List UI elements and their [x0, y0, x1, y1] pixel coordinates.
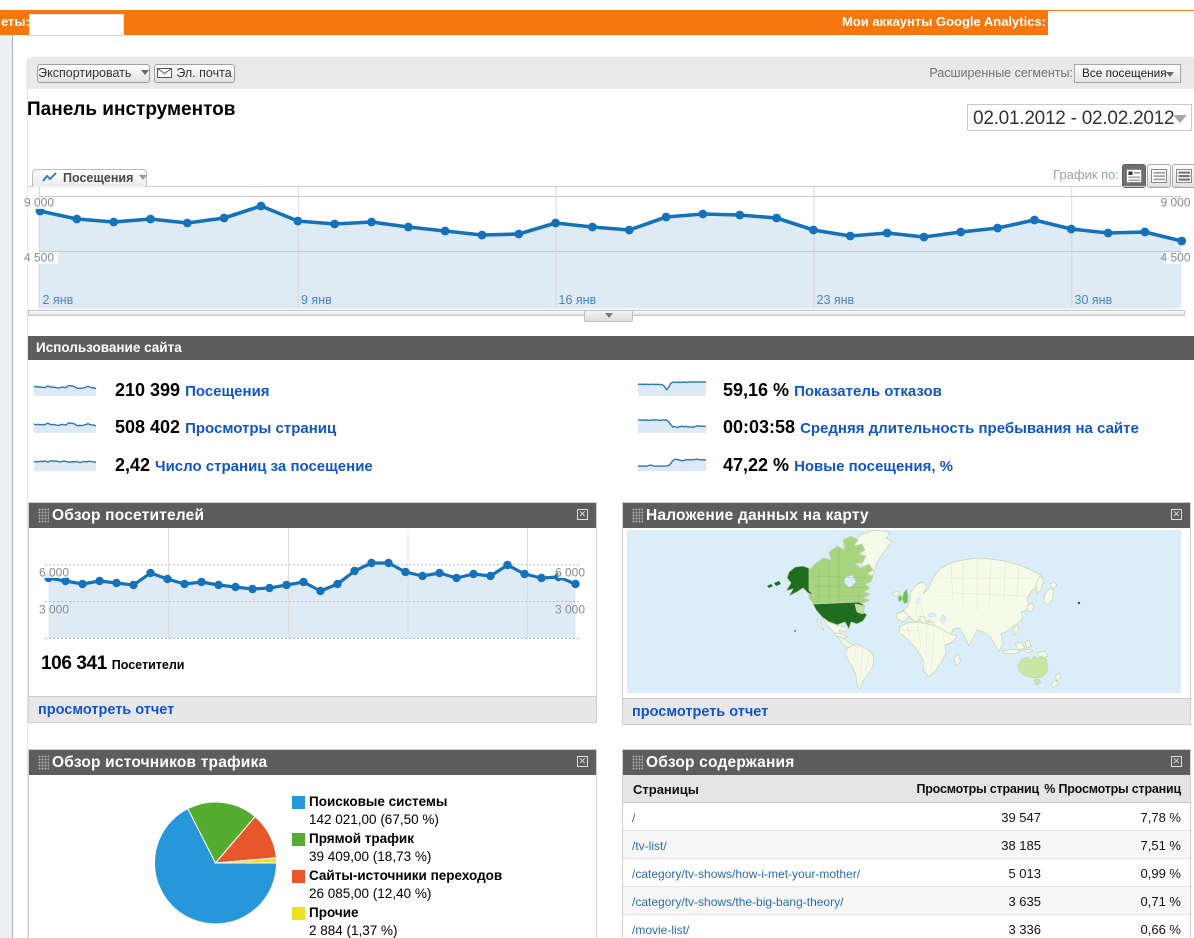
svg-text:9 янв: 9 янв: [301, 293, 332, 307]
svg-text:23 янв: 23 янв: [817, 293, 855, 307]
svg-text:4 500: 4 500: [1160, 251, 1190, 265]
svg-text:9 000: 9 000: [1160, 196, 1190, 210]
svg-text:6 000: 6 000: [39, 566, 69, 580]
svg-text:30 янв: 30 янв: [1075, 293, 1113, 307]
svg-text:9 000: 9 000: [24, 196, 54, 210]
svg-text:16 янв: 16 янв: [559, 293, 597, 307]
svg-text:2 янв: 2 янв: [43, 293, 74, 307]
svg-text:3 000: 3 000: [39, 603, 69, 617]
svg-text:4 500: 4 500: [24, 251, 54, 265]
svg-text:6 000: 6 000: [555, 566, 585, 580]
svg-text:3 000: 3 000: [555, 603, 585, 617]
